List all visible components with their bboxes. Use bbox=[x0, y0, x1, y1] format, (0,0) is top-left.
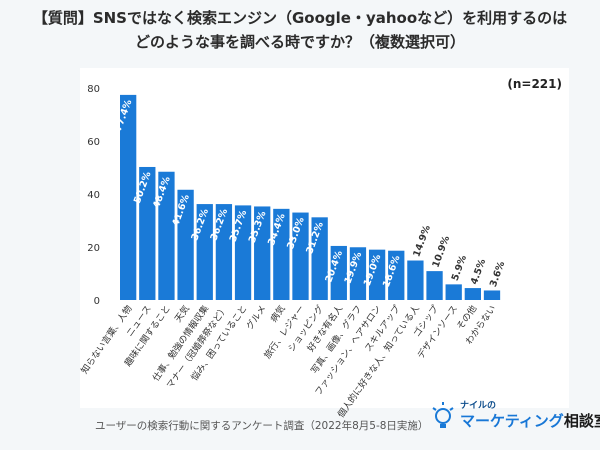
bar bbox=[330, 245, 347, 300]
bar bbox=[368, 249, 386, 300]
category-label: グルメ bbox=[243, 303, 268, 332]
source-note: ユーザーの検索行動に関するアンケート調査（2022年8月5-8日実施） bbox=[95, 420, 429, 432]
data-label: 3.6% bbox=[488, 260, 508, 289]
category-label: 天気 bbox=[172, 303, 192, 325]
y-tick-label: 20 bbox=[87, 243, 100, 254]
logo-sub: ナイルの bbox=[460, 401, 497, 411]
bar bbox=[120, 94, 137, 300]
bar bbox=[177, 189, 194, 300]
bar bbox=[139, 166, 156, 300]
lightbulb-icon bbox=[432, 402, 454, 428]
title-line-2: どのような事を調べる時ですか？（複数選択可） bbox=[134, 33, 465, 51]
bar bbox=[292, 212, 309, 300]
category-label: 病気 bbox=[268, 303, 288, 325]
y-tick-label: 80 bbox=[87, 84, 100, 95]
y-tick-label: 40 bbox=[87, 190, 100, 201]
data-label: 5.9% bbox=[450, 253, 470, 282]
logo-main-black: 相談室 bbox=[563, 412, 600, 430]
bar bbox=[388, 250, 405, 300]
bar bbox=[407, 260, 424, 300]
data-label: 4.5% bbox=[469, 257, 489, 286]
bar bbox=[311, 217, 328, 300]
data-label: 10.9% bbox=[431, 234, 453, 269]
bar bbox=[483, 290, 501, 300]
y-tick-label: 0 bbox=[94, 296, 100, 307]
logo-main: マーケティング相談室 bbox=[460, 410, 600, 431]
y-tick-label: 60 bbox=[87, 137, 100, 148]
title-line-1: 【質問】SNSではなく検索エンジン（Google・yahooなど）を利用するのは bbox=[32, 9, 568, 27]
sample-size-label: (n=221) bbox=[507, 77, 562, 91]
brand-logo: ナイルの マーケティング相談室 bbox=[430, 396, 600, 442]
bar bbox=[464, 288, 481, 300]
bar bbox=[215, 204, 233, 300]
bar bbox=[196, 204, 213, 300]
bar bbox=[273, 208, 290, 300]
chart-title: 【質問】SNSではなく検索エンジン（Google・yahooなど）を利用するのは… bbox=[0, 6, 600, 54]
bar bbox=[426, 271, 443, 300]
bar bbox=[158, 171, 175, 300]
logo-main-blue: マーケティング bbox=[460, 412, 564, 430]
bar bbox=[254, 206, 271, 300]
bar bbox=[445, 284, 462, 300]
bar bbox=[234, 205, 252, 300]
data-label: 14.9% bbox=[411, 223, 433, 258]
bar bbox=[349, 247, 367, 300]
